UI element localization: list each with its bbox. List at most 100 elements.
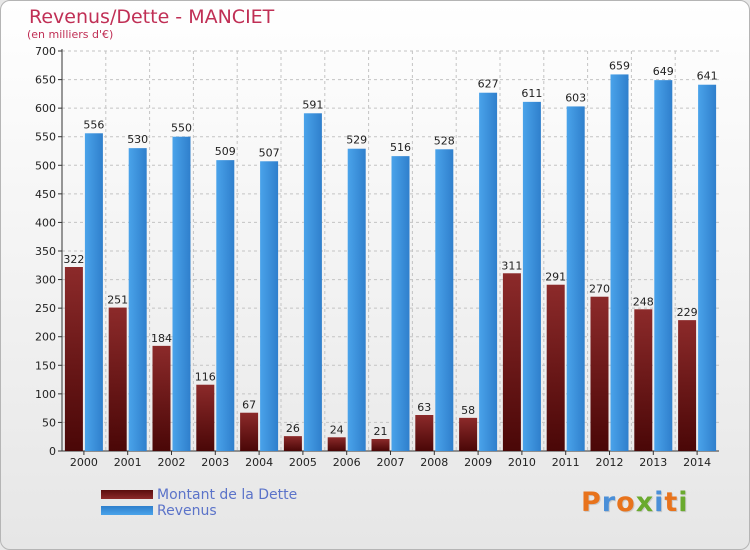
y-tick-label: 200 [35,331,56,344]
bar-debt [590,296,609,451]
chart-subtitle: (en milliers d'€) [27,28,114,41]
value-label-debt: 63 [417,401,431,414]
value-label-revenue: 649 [653,65,674,78]
x-tick-label: 2010 [508,456,536,469]
proxiti-logo: Proxiti [581,487,689,518]
logo-letter: t [664,487,679,518]
logo-letter: o [616,487,636,518]
value-label-revenue: 529 [346,134,367,147]
value-label-debt: 291 [545,271,566,284]
bar-revenue [391,156,410,451]
bar-revenue [260,161,279,452]
bar-revenue [347,148,366,451]
y-tick-label: 650 [35,74,56,87]
value-label-debt: 184 [151,332,172,345]
bar-revenue [566,106,585,451]
y-tick-label: 100 [35,388,56,401]
y-tick-label: 700 [35,45,56,58]
x-tick-label: 2006 [333,456,361,469]
bar-debt [371,439,390,451]
bar-revenue [610,74,629,451]
y-tick-label: 0 [49,445,56,458]
x-tick-label: 2001 [114,456,142,469]
bar-revenue [522,101,541,451]
value-label-revenue: 659 [609,59,630,72]
value-label-debt: 26 [286,422,300,435]
value-label-debt: 322 [63,253,84,266]
y-tick-label: 50 [42,416,56,429]
value-label-debt: 248 [633,295,654,308]
y-tick-label: 600 [35,102,56,115]
x-tick-label: 2012 [596,456,624,469]
bar-revenue [479,92,498,451]
x-tick-label: 2014 [683,456,711,469]
value-label-revenue: 603 [565,91,586,104]
bar-debt [327,437,346,451]
bar-debt [634,309,653,451]
bar-debt [502,273,521,451]
bar-debt [240,412,259,451]
y-tick-label: 350 [35,245,56,258]
logo-letter: i [678,487,689,518]
value-label-debt: 229 [677,306,698,319]
y-tick-label: 550 [35,131,56,144]
value-label-revenue: 641 [697,70,718,83]
bar-revenue [698,84,717,451]
bar-debt [196,384,215,451]
bar-debt [459,417,478,451]
value-label-revenue: 528 [434,134,455,147]
bar-revenue [128,148,147,451]
x-tick-label: 2002 [158,456,186,469]
bar-debt [108,307,127,451]
x-tick-label: 2007 [377,456,405,469]
value-label-debt: 311 [501,259,522,272]
bar-revenue [654,80,673,452]
value-label-debt: 24 [330,423,344,436]
x-tick-label: 2008 [420,456,448,469]
value-label-revenue: 509 [215,145,236,158]
bar-revenue [216,160,235,451]
x-tick-label: 2000 [70,456,98,469]
chart-title: Revenus/Dette - MANCIET [29,6,275,28]
value-label-debt: 21 [374,425,388,438]
y-tick-label: 150 [35,359,56,372]
value-label-debt: 251 [107,294,128,307]
bar-debt [152,345,171,451]
x-tick-label: 2011 [552,456,580,469]
legend-swatch-debt [101,490,153,499]
x-tick-label: 2004 [245,456,273,469]
bar-revenue [84,133,103,452]
value-label-revenue: 516 [390,141,411,154]
y-tick-label: 450 [35,188,56,201]
bar-debt [64,267,83,451]
x-tick-label: 2003 [201,456,229,469]
value-label-revenue: 556 [83,118,104,131]
value-label-revenue: 507 [259,146,280,159]
bar-debt [415,415,434,451]
bar-revenue [303,113,322,452]
x-tick-label: 2013 [639,456,667,469]
y-tick-label: 500 [35,159,56,172]
value-label-revenue: 611 [521,87,542,100]
logo-letter: x [635,487,655,518]
value-label-debt: 58 [461,404,475,417]
value-label-revenue: 530 [127,133,148,146]
bar-debt [546,284,565,451]
y-tick-label: 250 [35,302,56,315]
bar-revenue [172,136,191,451]
bar-revenue [435,149,454,452]
value-label-debt: 67 [242,399,256,412]
legend-swatch-revenue [101,506,153,515]
legend-label-revenue: Revenus [157,503,217,519]
value-label-debt: 116 [195,371,216,384]
logo-letter: P [581,487,602,518]
value-label-revenue: 591 [302,98,323,111]
legend-label-debt: Montant de la Dette [157,487,298,503]
logo-letter: i [654,487,665,518]
logo-letter: r [601,487,617,518]
bar-debt [678,320,697,451]
x-tick-label: 2009 [464,456,492,469]
x-tick-label: 2005 [289,456,317,469]
